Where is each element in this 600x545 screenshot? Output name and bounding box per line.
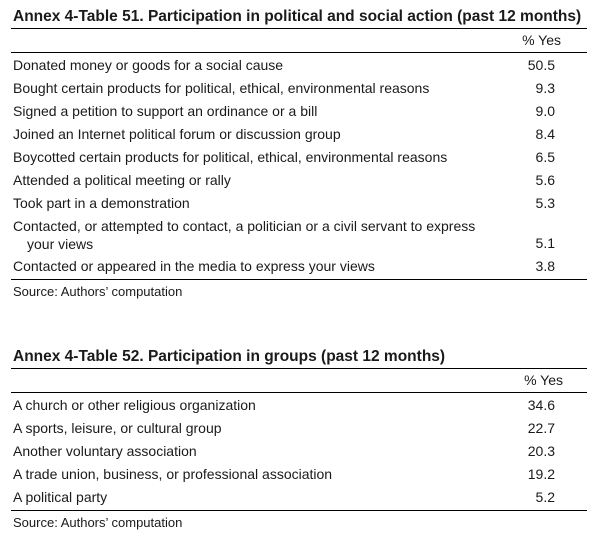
row-value: 9.0 — [535, 103, 555, 119]
table-51-header-row: % Yes — [11, 29, 587, 52]
row-label: Contacted, or attempted to contact, a po… — [11, 214, 493, 253]
table-row: Joined an Internet political forum or di… — [11, 122, 587, 145]
table-52-bottom-rule — [11, 510, 587, 511]
table-51-column-header: % Yes — [522, 32, 561, 48]
table-52-source: Source: Authors’ computation — [13, 515, 183, 530]
table-51-header-rule — [11, 52, 587, 53]
row-label: Bought certain products for political, e… — [13, 80, 430, 96]
table-51-bottom-rule — [11, 279, 587, 280]
row-value: 50.5 — [527, 57, 555, 73]
row-value: 8.4 — [535, 126, 555, 142]
row-label: Donated money or goods for a social caus… — [13, 57, 284, 73]
table-row: Bought certain products for political, e… — [11, 76, 587, 99]
table-row: Contacted, or attempted to contact, a po… — [11, 214, 587, 254]
table-row: A church or other religious organization… — [11, 393, 587, 416]
table-row: Attended a political meeting or rally 5.… — [11, 168, 587, 191]
table-52-column-header: % Yes — [524, 372, 563, 388]
table-51-source: Source: Authors’ computation — [13, 284, 183, 299]
table-52-title: Annex 4-Table 52. Participation in group… — [13, 348, 446, 365]
row-value: 20.3 — [527, 443, 555, 459]
row-value: 34.6 — [527, 397, 555, 413]
row-label: Another voluntary association — [13, 443, 197, 459]
row-label: Joined an Internet political forum or di… — [13, 126, 341, 142]
row-label: Attended a political meeting or rally — [13, 172, 231, 188]
row-label: Boycotted certain products for political… — [13, 149, 448, 165]
row-value: 5.3 — [535, 195, 555, 211]
row-value: 5.6 — [535, 172, 555, 188]
table-51: Annex 4-Table 51. Participation in polit… — [11, 6, 587, 301]
table-row: Another voluntary association 20.3 — [11, 439, 587, 462]
row-label: A church or other religious organization — [13, 397, 256, 413]
row-value: 3.8 — [535, 258, 555, 274]
table-row: A sports, leisure, or cultural group 22.… — [11, 416, 587, 439]
row-label: A political party — [13, 489, 108, 505]
table-row: Signed a petition to support an ordinanc… — [11, 99, 587, 122]
row-label: Contacted or appeared in the media to ex… — [13, 258, 375, 274]
row-value: 22.7 — [527, 420, 555, 436]
row-label: Took part in a demonstration — [13, 195, 190, 211]
row-value: 5.2 — [535, 489, 555, 505]
row-label-line-1: Contacted, or attempted to contact, a po… — [13, 218, 476, 234]
table-row: Took part in a demonstration 5.3 — [11, 191, 587, 214]
row-value: 19.2 — [527, 466, 555, 482]
row-value: 9.3 — [535, 80, 555, 96]
row-value: 6.5 — [535, 149, 555, 165]
table-52-header-row: % Yes — [11, 369, 587, 392]
table-row: A political party 5.2 — [11, 485, 587, 508]
row-value: 5.1 — [535, 235, 555, 251]
table-row: Donated money or goods for a social caus… — [11, 53, 587, 76]
table-52-top-rule — [11, 368, 587, 369]
table-52: Annex 4-Table 52. Participation in group… — [11, 346, 587, 532]
table-51-top-rule — [11, 28, 587, 29]
row-label-line-2: your views — [27, 236, 94, 252]
row-label: Signed a petition to support an ordinanc… — [13, 103, 318, 119]
table-52-header-rule — [11, 392, 587, 393]
row-label: A trade union, business, or professional… — [13, 466, 333, 482]
table-row: Boycotted certain products for political… — [11, 145, 587, 168]
table-51-title: Annex 4-Table 51. Participation in polit… — [13, 8, 582, 25]
table-row: Contacted or appeared in the media to ex… — [11, 254, 587, 277]
table-row: A trade union, business, or professional… — [11, 462, 587, 485]
row-label: A sports, leisure, or cultural group — [13, 420, 222, 436]
